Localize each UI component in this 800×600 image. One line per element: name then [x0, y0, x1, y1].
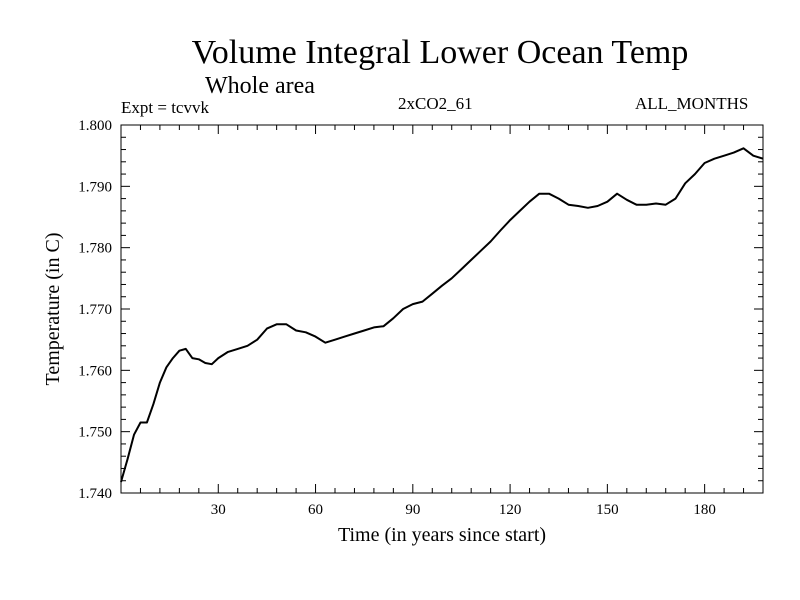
y-tick-label: 1.770	[78, 302, 112, 318]
x-axis-label: Time (in years since start)	[338, 524, 546, 546]
x-tick-label: 30	[211, 502, 226, 518]
y-tick-label: 1.750	[78, 425, 112, 441]
x-tick-label: 120	[499, 502, 522, 518]
experiment-label: Expt = tcvvk	[121, 98, 209, 117]
x-tick-label: 150	[596, 502, 619, 518]
y-tick-label: 1.800	[78, 118, 112, 134]
run-label: 2xCO2_61	[398, 94, 473, 113]
axis-ticks	[121, 125, 763, 493]
y-tick-labels: 1.740 1.750 1.760 1.770 1.780 1.790 1.800	[78, 118, 112, 502]
x-tick-label: 90	[405, 502, 420, 518]
y-tick-label: 1.740	[78, 486, 112, 502]
chart-subtitle: Whole area	[205, 73, 315, 99]
x-tick-labels: 30 60 90 120 150 180	[211, 502, 716, 518]
x-tick-label: 180	[693, 502, 716, 518]
y-tick-label: 1.760	[78, 363, 112, 379]
series-line	[120, 147, 764, 483]
plot-frame	[120, 124, 764, 494]
months-label: ALL_MONTHS	[635, 94, 749, 113]
y-tick-label: 1.790	[78, 179, 112, 195]
chart-title: Volume Integral Lower Ocean Temp	[191, 34, 689, 71]
y-tick-label: 1.780	[78, 241, 112, 257]
y-axis-label: Temperature (in C)	[42, 233, 64, 386]
x-tick-label: 60	[308, 502, 323, 518]
